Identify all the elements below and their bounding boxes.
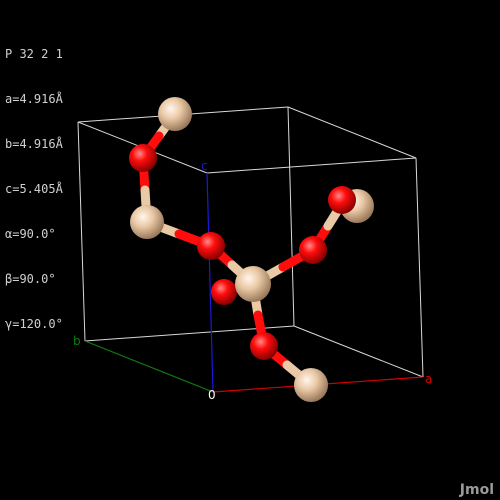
cell-beta-text: β=90.0° <box>5 272 56 286</box>
silicon-atom[interactable] <box>294 368 328 402</box>
cell-edge <box>206 157 417 174</box>
axis-c-label: c <box>201 159 208 173</box>
cell-alpha-text: α=90.0° <box>5 227 56 241</box>
cell-edge <box>287 106 295 327</box>
unit-cell-box <box>77 106 424 378</box>
atoms <box>129 97 374 402</box>
oxygen-atom[interactable] <box>328 186 356 214</box>
cell-edge <box>293 325 424 378</box>
cell-c-text: c=5.405Å <box>5 182 63 196</box>
space-group-text: P 32 2 1 <box>5 47 63 61</box>
axis-b-line <box>84 340 214 393</box>
oxygen-atom[interactable] <box>211 279 237 305</box>
cell-edge <box>415 157 424 378</box>
cell-b-text: b=4.916Å <box>5 137 63 151</box>
jmol-logo[interactable]: Jmol <box>459 482 494 498</box>
origin-label: 0 <box>208 388 216 402</box>
axis-c-line <box>206 172 214 393</box>
axis-b-label: b <box>73 334 81 348</box>
unit-cell-info: P 32 2 1 a=4.916Å b=4.916Å c=5.405Å α=90… <box>5 17 63 362</box>
silicon-atom[interactable] <box>235 266 271 302</box>
axis-a-label: a <box>425 372 432 386</box>
oxygen-atom[interactable] <box>129 144 157 172</box>
silicon-atom[interactable] <box>130 205 164 239</box>
cell-gamma-text: γ=120.0° <box>5 317 63 331</box>
cell-edge <box>287 106 417 159</box>
oxygen-atom[interactable] <box>250 332 278 360</box>
oxygen-atom[interactable] <box>197 232 225 260</box>
cell-edge <box>77 121 86 342</box>
oxygen-atom[interactable] <box>299 236 327 264</box>
cell-a-text: a=4.916Å <box>5 92 63 106</box>
silicon-atom[interactable] <box>158 97 192 131</box>
